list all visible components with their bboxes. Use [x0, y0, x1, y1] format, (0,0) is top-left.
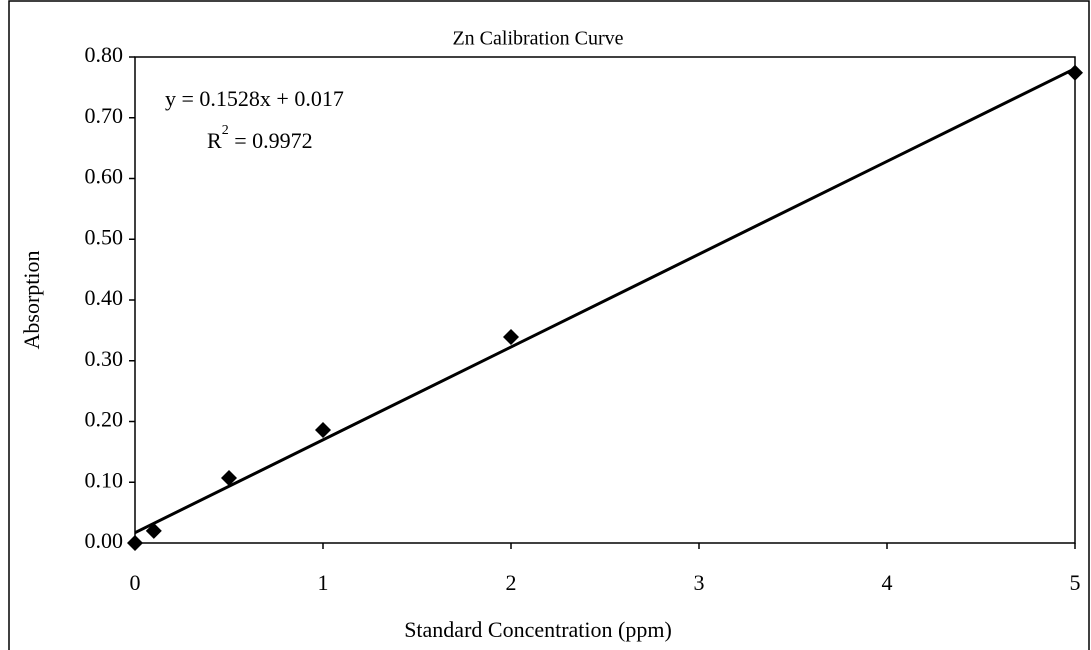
y-tick-label: 0.00 [85, 528, 124, 553]
y-tick-label: 0.30 [85, 346, 124, 371]
r-squared-sup: 2 [222, 123, 229, 138]
data-point [127, 535, 143, 551]
r-squared-text: = 0.9972 [229, 128, 313, 153]
x-tick-label: 1 [318, 570, 329, 595]
y-tick-label: 0.60 [85, 164, 124, 189]
x-tick-label: 3 [694, 570, 705, 595]
data-point [503, 329, 519, 346]
x-tick-label: 4 [882, 570, 893, 595]
y-tick-label: 0.40 [85, 285, 124, 310]
x-tick-label: 5 [1070, 570, 1081, 595]
x-tick-label: 2 [506, 570, 517, 595]
r-squared-base: R [207, 128, 222, 153]
y-tick-label: 0.80 [85, 42, 124, 67]
data-point [1067, 64, 1083, 81]
trendline-equation: y = 0.1528x + 0.017 [165, 86, 344, 111]
data-point [315, 422, 331, 439]
y-axis-title: Absorption [19, 251, 44, 350]
x-axis-title: Standard Concentration (ppm) [404, 617, 672, 642]
trendline [134, 67, 1076, 535]
data-point [145, 522, 162, 539]
y-tick-label: 0.10 [85, 467, 124, 492]
y-tick-label: 0.50 [85, 224, 124, 249]
y-tick-label: 0.20 [85, 407, 124, 432]
r-squared: R2 = 0.9972 [207, 123, 313, 153]
y-tick-label: 0.70 [85, 103, 124, 128]
chart-title: Zn Calibration Curve [452, 28, 623, 50]
data-point [221, 469, 237, 486]
x-tick-label: 0 [130, 570, 141, 595]
